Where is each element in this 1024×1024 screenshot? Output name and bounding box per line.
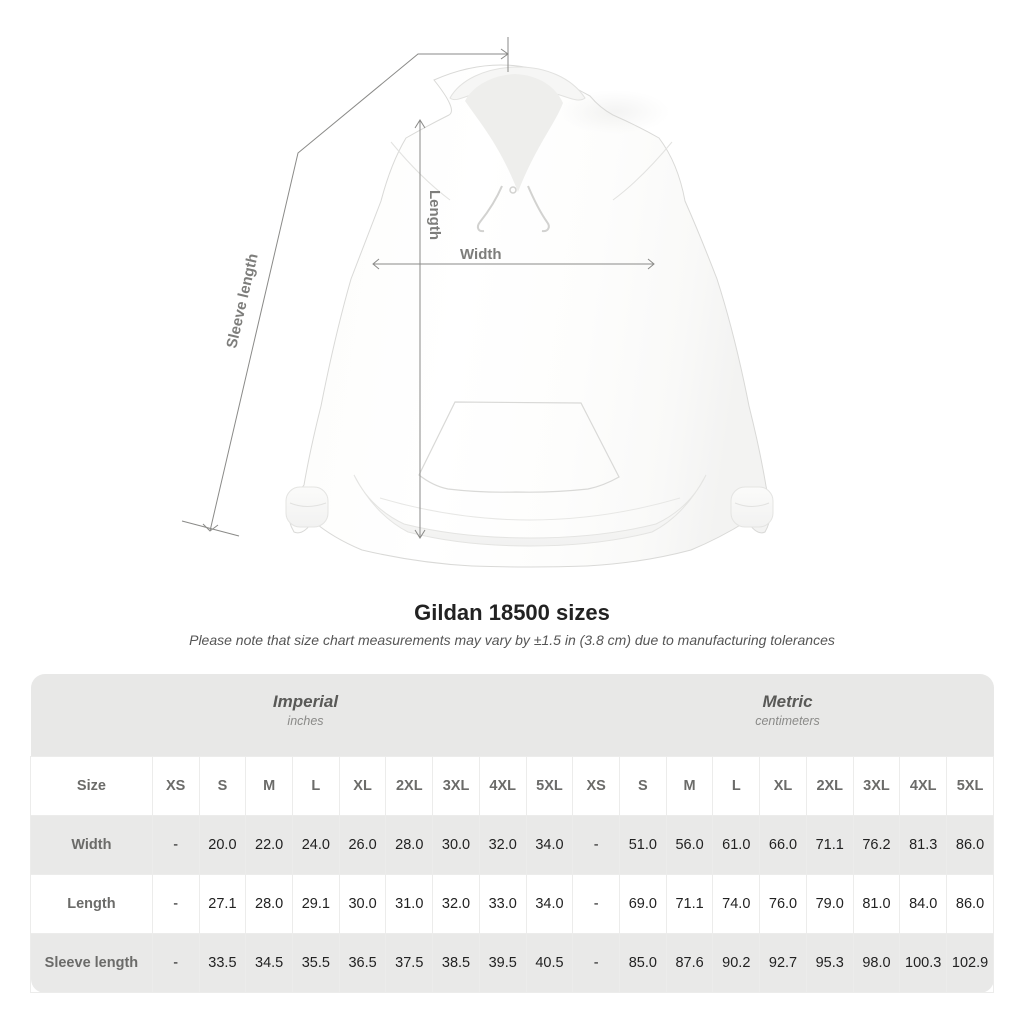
svg-text:Length: Length <box>426 190 443 240</box>
svg-text:Width: Width <box>460 246 502 263</box>
